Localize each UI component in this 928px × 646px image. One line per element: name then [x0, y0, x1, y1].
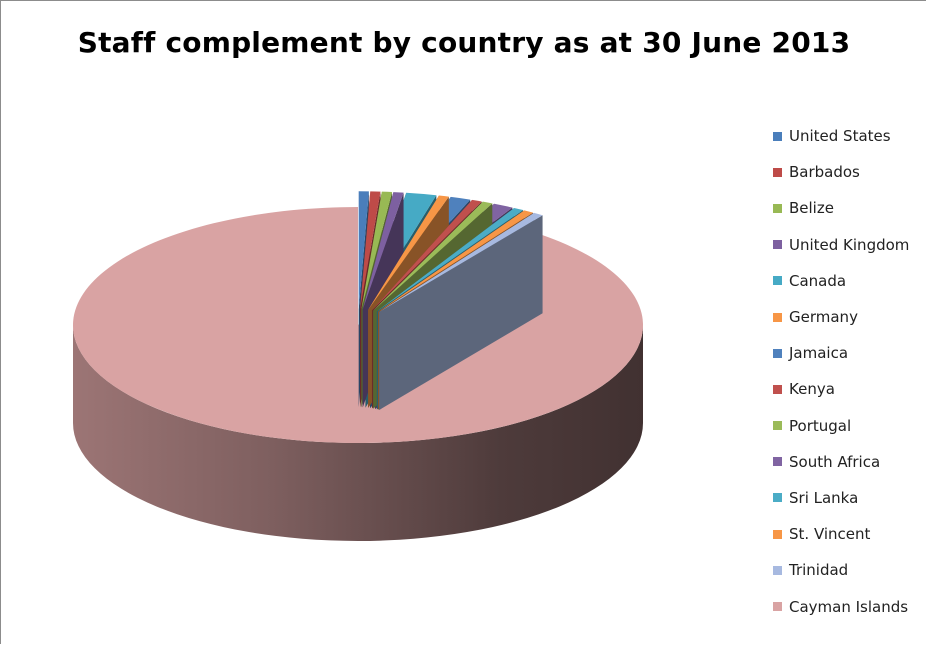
legend-swatch: [773, 602, 782, 612]
legend-label: Germany: [789, 308, 858, 327]
legend-label: Canada: [789, 271, 847, 290]
legend-item-united-kingdom: United Kingdom: [773, 227, 909, 263]
legend-item-united-states: United States: [773, 118, 909, 154]
legend-item-south-africa: South Africa: [773, 444, 909, 480]
legend-label: South Africa: [789, 452, 881, 471]
legend-label: Kenya: [789, 380, 835, 399]
legend-item-sri-lanka: Sri Lanka: [773, 480, 909, 516]
legend-item-germany: Germany: [773, 299, 909, 335]
legend-swatch: [773, 348, 782, 358]
legend-swatch: [773, 529, 782, 539]
slice-top-united-states: [358, 191, 369, 310]
legend-label: Sri Lanka: [789, 488, 859, 507]
legend-item-kenya: Kenya: [773, 371, 909, 407]
legend-item-st-vincent: St. Vincent: [773, 516, 909, 552]
slice-top-belize: [361, 191, 393, 310]
legend-label: Trinidad: [789, 561, 849, 580]
legend-swatch: [773, 167, 782, 177]
legend-label: Portugal: [789, 416, 852, 435]
legend-label: St. Vincent: [789, 525, 871, 544]
legend-item-trinidad: Trinidad: [773, 552, 909, 588]
legend-label: Belize: [789, 199, 834, 218]
legend-swatch: [773, 312, 782, 322]
legend-swatch: [773, 131, 782, 141]
legend-swatch: [773, 565, 782, 575]
slice-trinidad: [379, 212, 543, 410]
slice-cayman-islands: [73, 207, 644, 541]
legend-swatch: [773, 493, 782, 503]
legend: United States Barbados Belize United Kingdo…: [773, 118, 909, 625]
legend-label: United States: [789, 127, 891, 146]
slice-top-sri-lanka: [376, 207, 524, 312]
legend-swatch: [773, 203, 782, 213]
legend-label: Cayman Islands: [789, 597, 909, 616]
legend-item-jamaica: Jamaica: [773, 335, 909, 371]
slice-top-barbados: [360, 191, 381, 310]
legend-item-canada: Canada: [773, 263, 909, 299]
slice-side-cayman-islands-0: [73, 325, 643, 541]
legend-item-belize: Belize: [773, 190, 909, 226]
legend-swatch: [773, 421, 782, 431]
slice-top-cayman-islands: [73, 207, 644, 444]
chart-title: Staff complement by country as at 30 Jun…: [77, 26, 851, 59]
legend-swatch: [773, 240, 782, 250]
slice-top-germany: [368, 195, 449, 310]
legend-label: Jamaica: [789, 344, 849, 363]
legend-label: United Kingdom: [789, 235, 910, 254]
slice-top-kenya: [371, 199, 482, 311]
slice-top-trinidad: [379, 212, 543, 312]
legend-label: Barbados: [789, 163, 860, 182]
slice-top-united-kingdom: [362, 192, 404, 310]
legend-item-portugal: Portugal: [773, 408, 909, 444]
legend-swatch: [773, 384, 782, 394]
slice-cut-wall-trinidad-1: [379, 215, 543, 410]
slice-top-portugal: [373, 201, 493, 311]
legend-swatch: [773, 457, 782, 467]
legend-item-barbados: Barbados: [773, 154, 909, 190]
legend-swatch: [773, 276, 782, 286]
slice-top-st-vincent: [378, 210, 533, 312]
legend-item-cayman-islands: Cayman Islands: [773, 588, 909, 624]
